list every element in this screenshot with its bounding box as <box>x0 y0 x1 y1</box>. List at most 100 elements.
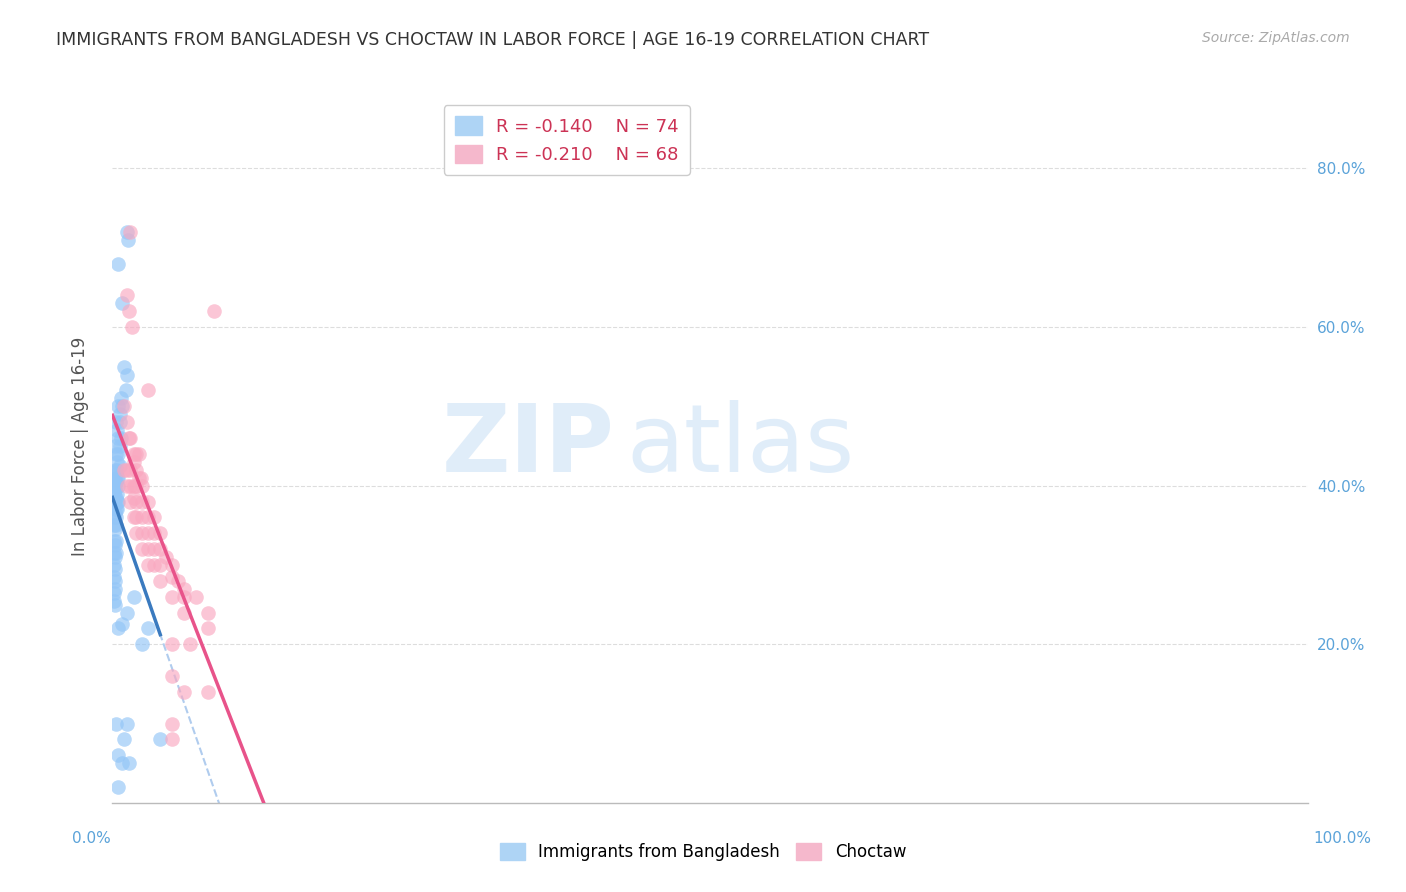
Point <box>105 475 128 489</box>
Point <box>103 486 125 500</box>
Point <box>104 574 127 588</box>
Point <box>103 494 125 508</box>
Point <box>104 582 127 596</box>
Point <box>162 570 183 584</box>
Point <box>122 447 145 461</box>
Text: 0.0%: 0.0% <box>72 831 111 846</box>
Point <box>197 606 219 620</box>
Point <box>162 590 183 604</box>
Point <box>122 510 145 524</box>
Point <box>143 558 166 572</box>
Point <box>120 431 142 445</box>
Point <box>122 455 145 469</box>
Point <box>149 574 172 588</box>
Point <box>143 526 166 541</box>
Point <box>173 590 195 604</box>
Point <box>107 494 129 508</box>
Point <box>103 570 125 584</box>
Point <box>149 526 172 541</box>
Point <box>138 526 160 541</box>
Point <box>138 621 160 635</box>
Point <box>104 499 127 513</box>
Point <box>103 510 125 524</box>
Point <box>143 542 166 557</box>
Point <box>111 756 134 771</box>
Point <box>105 502 128 516</box>
Point <box>105 447 128 461</box>
Point <box>138 542 160 557</box>
Point <box>105 467 128 481</box>
Point <box>149 732 172 747</box>
Point <box>103 593 125 607</box>
Point <box>105 534 128 549</box>
Point <box>105 471 128 485</box>
Point <box>114 400 135 414</box>
Point <box>120 463 142 477</box>
Point <box>108 439 131 453</box>
Point <box>105 491 128 505</box>
Point <box>115 463 138 477</box>
Point <box>110 431 132 445</box>
Point <box>104 522 127 536</box>
Point <box>125 526 148 541</box>
Point <box>125 478 148 492</box>
Point <box>186 590 208 604</box>
Point <box>122 590 145 604</box>
Point <box>131 637 153 651</box>
Point <box>114 463 135 477</box>
Point <box>197 621 219 635</box>
Point <box>103 546 125 560</box>
Point <box>115 478 138 492</box>
Point <box>105 455 128 469</box>
Point <box>120 225 142 239</box>
Point <box>110 392 132 406</box>
Point <box>111 296 134 310</box>
Point <box>104 463 127 477</box>
Point <box>115 288 138 302</box>
Point <box>107 400 129 414</box>
Point <box>173 606 195 620</box>
Point <box>131 478 153 492</box>
Point <box>118 431 141 445</box>
Point <box>197 685 219 699</box>
Point <box>105 486 128 500</box>
Point <box>115 606 138 620</box>
Text: atlas: atlas <box>627 400 855 492</box>
Point <box>107 780 129 794</box>
Point <box>107 748 129 763</box>
Point <box>114 384 136 398</box>
Point <box>167 574 190 588</box>
Point <box>117 233 139 247</box>
Point <box>122 478 145 492</box>
Point <box>162 716 183 731</box>
Point <box>115 225 138 239</box>
Point <box>118 304 141 318</box>
Point <box>105 716 128 731</box>
Point <box>131 510 153 524</box>
Point <box>138 558 160 572</box>
Text: IMMIGRANTS FROM BANGLADESH VS CHOCTAW IN LABOR FORCE | AGE 16-19 CORRELATION CHA: IMMIGRANTS FROM BANGLADESH VS CHOCTAW IN… <box>56 31 929 49</box>
Point <box>105 502 128 516</box>
Text: ZIP: ZIP <box>441 400 614 492</box>
Point <box>128 471 150 485</box>
Point <box>149 558 172 572</box>
Point <box>103 475 125 489</box>
Point <box>155 549 177 564</box>
Point <box>104 598 127 612</box>
Point <box>111 400 134 414</box>
Point <box>138 384 160 398</box>
Point <box>107 471 129 485</box>
Point <box>105 463 128 477</box>
Point <box>108 407 131 421</box>
Legend: Immigrants from Bangladesh, Choctaw: Immigrants from Bangladesh, Choctaw <box>494 836 912 868</box>
Point <box>115 716 138 731</box>
Point <box>122 491 145 505</box>
Point <box>162 732 183 747</box>
Point <box>125 494 148 508</box>
Point <box>115 415 138 429</box>
Point <box>105 546 128 560</box>
Text: 100.0%: 100.0% <box>1313 831 1372 846</box>
Point <box>105 415 128 429</box>
Point <box>104 439 127 453</box>
Point <box>103 558 125 572</box>
